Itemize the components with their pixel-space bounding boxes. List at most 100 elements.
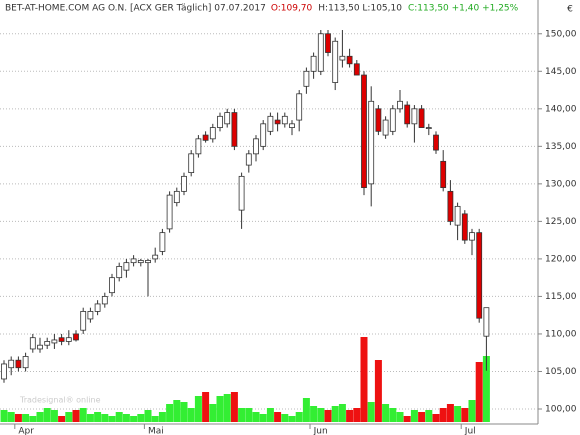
- x-tick-label: Apr: [18, 427, 34, 435]
- volume-bar: [216, 396, 224, 422]
- volume-bar: [173, 400, 181, 422]
- volume-bar: [238, 408, 246, 422]
- volume-bar: [374, 360, 382, 422]
- candle-body: [37, 344, 43, 350]
- volume-bar: [94, 412, 102, 422]
- candle-body: [461, 213, 468, 241]
- volume-bar: [86, 414, 94, 422]
- y-tick-label: 140,00: [545, 104, 577, 114]
- y-tick-label: 150,00: [545, 29, 577, 39]
- volume-bar: [418, 412, 426, 422]
- y-tick-label: 110,00: [545, 329, 577, 339]
- volume-bar: [317, 408, 325, 422]
- candle-body: [123, 262, 130, 271]
- volume-bar: [281, 414, 289, 422]
- volume-bar: [187, 408, 195, 422]
- volume-bar: [115, 412, 123, 422]
- volume-bar: [79, 408, 87, 422]
- candle-body: [332, 40, 339, 83]
- candle-body: [404, 104, 411, 125]
- candle-body: [116, 266, 123, 279]
- volume-bar: [425, 410, 433, 422]
- candle-body: [231, 112, 238, 147]
- volume-bar: [180, 402, 188, 422]
- volume-bar: [14, 414, 22, 422]
- candle-body: [87, 311, 94, 320]
- volume-bar: [137, 414, 145, 422]
- volume-bar: [338, 404, 346, 422]
- candle-body: [238, 175, 245, 211]
- candle-body: [152, 254, 159, 260]
- volume-bar: [0, 410, 8, 422]
- candle-body: [397, 100, 403, 110]
- candle-body: [15, 359, 22, 369]
- volume-bar: [36, 412, 44, 422]
- candle-body: [411, 108, 418, 125]
- candle-body: [65, 337, 72, 342]
- volume-bar: [353, 408, 361, 422]
- y-tick-label: 125,00: [545, 217, 577, 227]
- volume-bar: [202, 392, 210, 422]
- x-tick-label: Jun: [313, 427, 328, 435]
- volume-bar: [122, 414, 130, 422]
- candle-body: [353, 63, 360, 76]
- volume-bar: [410, 410, 418, 422]
- candle-body: [389, 108, 396, 132]
- candle-body: [317, 33, 324, 72]
- candle-body: [58, 337, 65, 342]
- volume-bar: [454, 406, 462, 422]
- volume-bar: [101, 414, 109, 422]
- candle-body: [325, 33, 331, 53]
- volume-bar: [360, 337, 368, 422]
- volume-bar: [50, 410, 58, 422]
- volume-bar: [389, 408, 397, 422]
- volume-bar: [346, 410, 354, 422]
- candle-body: [202, 134, 209, 141]
- candle-body: [425, 127, 432, 129]
- candle-body: [281, 115, 288, 125]
- candle-body: [166, 194, 173, 230]
- volume-bar: [144, 410, 152, 422]
- candle-body: [73, 333, 79, 341]
- y-tick-label: 100,00: [545, 404, 577, 414]
- volume-bar: [209, 404, 217, 422]
- candle-body: [109, 277, 115, 294]
- candle-body: [80, 311, 87, 331]
- candle-body: [368, 100, 375, 185]
- volume-bar: [7, 412, 15, 422]
- y-tick-label: 115,00: [545, 292, 577, 302]
- volume-bar: [223, 394, 231, 422]
- candle-body: [8, 359, 15, 369]
- volume-bar: [230, 392, 238, 422]
- volume-bar: [245, 408, 253, 422]
- volume-bar: [367, 402, 375, 422]
- candle-body: [260, 123, 267, 147]
- volume-bar: [65, 412, 73, 422]
- candle-body: [267, 115, 274, 132]
- candle-body: [296, 93, 303, 121]
- volume-bar: [158, 412, 166, 422]
- candle-body: [361, 74, 367, 189]
- candle-body: [1, 363, 7, 380]
- candle-body: [173, 190, 180, 204]
- candle-body: [22, 356, 29, 369]
- title-info: H:113,50 L:105,10: [318, 4, 402, 14]
- y-tick-label: 120,00: [545, 254, 577, 264]
- volume-bar: [310, 406, 318, 422]
- watermark: Tradesignal® online: [19, 396, 101, 405]
- y-tick-label: 145,00: [545, 67, 577, 77]
- y-tick-label: 135,00: [545, 142, 577, 152]
- volume-bar: [72, 410, 80, 422]
- volume-bar: [29, 416, 37, 422]
- y-tick-label: 105,00: [545, 367, 577, 377]
- x-tick-label: Jul: [464, 427, 476, 435]
- candle-body: [209, 127, 216, 140]
- candle-body: [346, 55, 353, 65]
- volume-bar: [22, 414, 30, 422]
- candle-body: [253, 138, 259, 155]
- candle-body: [476, 232, 483, 319]
- currency: €: [567, 5, 573, 15]
- volume-bar: [468, 400, 476, 422]
- candle-body: [418, 108, 425, 128]
